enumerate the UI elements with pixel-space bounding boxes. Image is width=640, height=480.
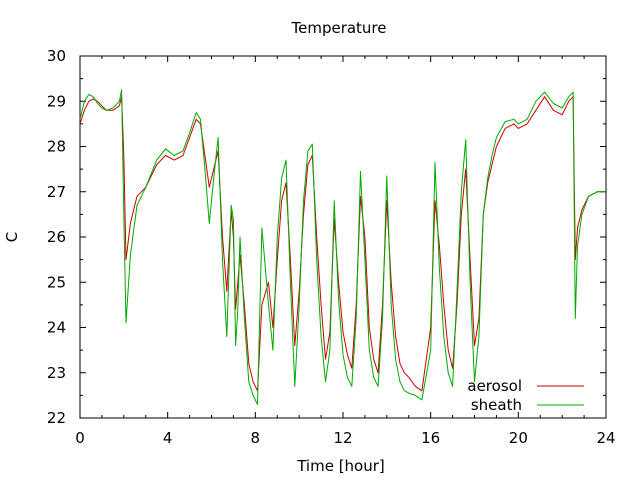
legend-label-aerosol: aerosol (467, 377, 522, 395)
x-tick-label: 20 (509, 429, 528, 447)
y-tick-label: 29 (47, 92, 66, 110)
y-tick-label: 25 (47, 273, 66, 291)
y-tick-label: 22 (47, 409, 66, 427)
y-tick-label: 28 (47, 138, 66, 156)
plot-frame (79, 55, 607, 419)
y-tick-label: 26 (47, 228, 66, 246)
x-tick-label: 16 (421, 429, 440, 447)
x-tick-label: 8 (251, 429, 261, 447)
series-line-aerosol (79, 96, 606, 392)
x-tick-label: 4 (163, 429, 173, 447)
x-tick-label: 12 (333, 429, 352, 447)
series-layer (79, 89, 606, 405)
chart-title: Temperature (290, 19, 386, 37)
y-axis-label: C (3, 232, 21, 242)
y-tick-label: 30 (47, 47, 66, 65)
y-tick-label: 23 (47, 364, 66, 382)
legend-label-sheath: sheath (471, 396, 522, 414)
x-tick-label: 24 (596, 429, 615, 447)
y-tick-label: 24 (47, 319, 66, 337)
x-axis-label: Time [hour] (296, 457, 385, 475)
y-tick-label: 27 (47, 183, 66, 201)
axis-ticks: 0 4 8 12 16 20 24 22 23 24 25 26 27 28 29 30 (47, 47, 616, 447)
series-line-sheath (79, 89, 606, 405)
x-tick-label: 0 (75, 429, 85, 447)
